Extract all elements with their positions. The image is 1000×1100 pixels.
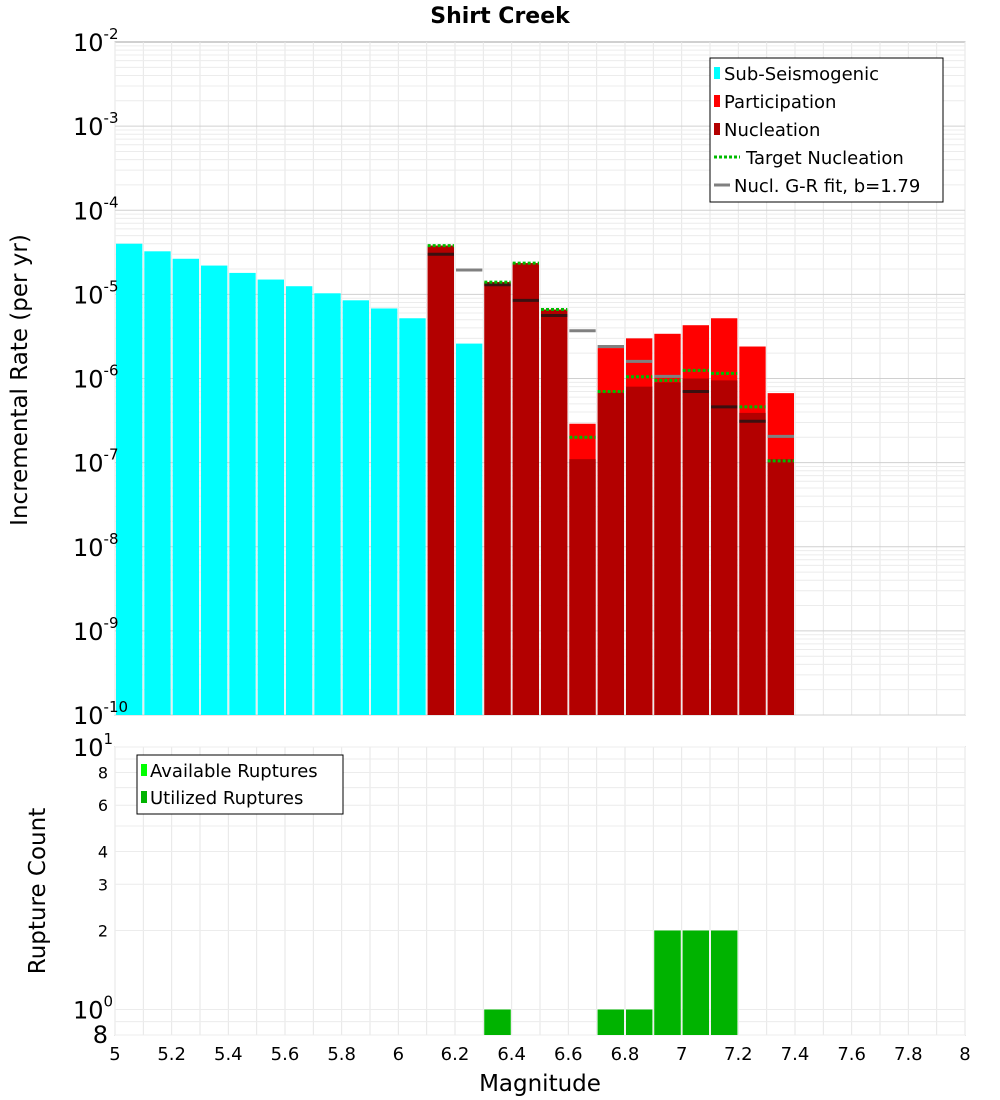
- rate-y-tick-label: 10-5: [73, 277, 119, 309]
- rate-legend: Sub-Seismogenic Participation Nucleation…: [709, 57, 944, 203]
- sub-seismogenic-bar: [201, 265, 228, 715]
- x-tick-label: 6.8: [611, 1044, 640, 1065]
- legend-target-nucleation: Target Nucleation: [745, 148, 904, 169]
- utilized-ruptures-bar: [711, 930, 738, 1035]
- x-tick-label: 5: [109, 1044, 120, 1065]
- nucleation-bar: [512, 263, 539, 715]
- legend-utilized-swatch: [141, 791, 147, 803]
- count-y-major-tick-label: 100: [73, 993, 113, 1025]
- sub-seismogenic-bar: [257, 279, 284, 715]
- nucleation-bar: [541, 309, 568, 715]
- x-tick-label: 5.8: [327, 1044, 356, 1065]
- rate-panel: 10-10 10-9 10-8 10-7 10-6 10-5 10-4 10-3 10-2 In…: [7, 25, 966, 730]
- count-legend-box: [136, 754, 344, 815]
- legend-participation-swatch: [714, 95, 720, 107]
- rate-bars: [116, 243, 794, 716]
- x-tick-label: 7: [676, 1044, 687, 1065]
- rate-legend-box: [709, 57, 944, 203]
- x-tick-label: 5.4: [214, 1044, 243, 1065]
- sub-seismogenic-bar: [116, 243, 143, 716]
- legend-sub-seismogenic-swatch: [714, 67, 720, 79]
- sub-seismogenic-bar: [286, 286, 313, 715]
- legend-participation: Participation: [724, 92, 836, 113]
- rate-y-tick-label: 10-8: [73, 530, 119, 562]
- count-y-major-tick-label: 101: [73, 730, 113, 762]
- x-tick-label: 6.6: [554, 1044, 583, 1065]
- nucleation-bar: [654, 382, 681, 715]
- nucleation-bar: [682, 378, 709, 715]
- nucleation-bar: [711, 380, 738, 715]
- sub-seismogenic-bar: [144, 251, 171, 715]
- sub-seismogenic-bar: [342, 300, 369, 715]
- sub-seismogenic-bar: [172, 258, 199, 715]
- legend-available: Available Ruptures: [150, 761, 318, 782]
- x-tick-label: 7.8: [894, 1044, 923, 1065]
- nucleation-bar: [427, 245, 454, 715]
- rate-y-tick-label: 10-3: [73, 109, 119, 141]
- utilized-ruptures-bar: [597, 1009, 624, 1035]
- count-y-minor-tick-label: 8: [98, 763, 108, 782]
- chart-title: Shirt Creek: [430, 4, 571, 29]
- x-tick-label: 5.6: [271, 1044, 300, 1065]
- sub-seismogenic-bar: [229, 272, 256, 715]
- nucleation-bar: [739, 412, 766, 715]
- rate-y-tick-label: 10-6: [73, 362, 119, 394]
- legend-utilized: Utilized Ruptures: [150, 788, 303, 809]
- sub-seismogenic-bar: [399, 318, 426, 715]
- x-tick-label: 7.2: [724, 1044, 753, 1065]
- x-tick-label: 6.2: [441, 1044, 470, 1065]
- rate-y-ticks: 10-10 10-9 10-8 10-7 10-6 10-5 10-4 10-3 10-2: [73, 25, 128, 730]
- x-tick-label: 7.6: [837, 1044, 866, 1065]
- x-tick-label: 5.2: [157, 1044, 186, 1065]
- nucleation-bar: [597, 392, 624, 715]
- legend-nucleation: Nucleation: [724, 120, 820, 141]
- utilized-ruptures-bar: [654, 930, 681, 1035]
- count-bars: [484, 930, 738, 1035]
- x-tick-label: 6.4: [497, 1044, 526, 1065]
- nucleation-bar: [569, 459, 596, 715]
- rate-y-axis-label: Incremental Rate (per yr): [7, 234, 33, 526]
- x-tick-label: 8: [959, 1044, 970, 1065]
- rate-y-tick-label: 10-9: [73, 614, 119, 646]
- count-y-minor-tick-label: 6: [98, 796, 108, 815]
- legend-nucleation-swatch: [714, 123, 720, 135]
- count-y-axis-label: Rupture Count: [25, 808, 51, 974]
- x-tick-label: 7.4: [781, 1044, 810, 1065]
- sub-seismogenic-bar: [314, 293, 341, 715]
- sub-seismogenic-bar: [456, 343, 483, 715]
- count-y-minor-tick-label: 2: [98, 922, 108, 941]
- count-y-minor-tick-label: 3: [98, 875, 108, 894]
- nucleation-bar: [767, 459, 794, 715]
- count-y-minor-tick-label: 8: [93, 1021, 108, 1049]
- rate-y-tick-label: 10-4: [73, 193, 119, 225]
- count-y-minor-tick-label: 4: [98, 842, 108, 861]
- nucleation-bar: [484, 282, 511, 715]
- legend-gr-fit: Nucl. G-R fit, b=1.79: [734, 176, 920, 197]
- x-axis-label: Magnitude: [479, 1071, 601, 1097]
- rate-y-tick-label: 10-7: [73, 446, 119, 478]
- x-tick-labels: 5 5.2 5.4 5.6 5.8 6 6.2 6.4 6.6 6.8 7 7.2 7.4 7.6 7.8 8: [109, 1044, 970, 1065]
- sub-seismogenic-bar: [371, 308, 398, 715]
- legend-sub-seismogenic: Sub-Seismogenic: [724, 64, 879, 85]
- utilized-ruptures-bar: [626, 1009, 653, 1035]
- legend-available-swatch: [141, 764, 147, 776]
- utilized-ruptures-bar: [484, 1009, 511, 1035]
- utilized-ruptures-bar: [682, 930, 709, 1035]
- rate-y-tick-label: 10-10: [73, 698, 128, 730]
- nucleation-bar: [626, 386, 653, 715]
- count-legend: Available Ruptures Utilized Ruptures: [136, 754, 344, 815]
- count-gridlines: [114, 746, 966, 1036]
- x-tick-label: 6: [393, 1044, 404, 1065]
- rate-y-tick-label: 10-2: [73, 25, 119, 57]
- rate-fit-lines: [427, 244, 794, 463]
